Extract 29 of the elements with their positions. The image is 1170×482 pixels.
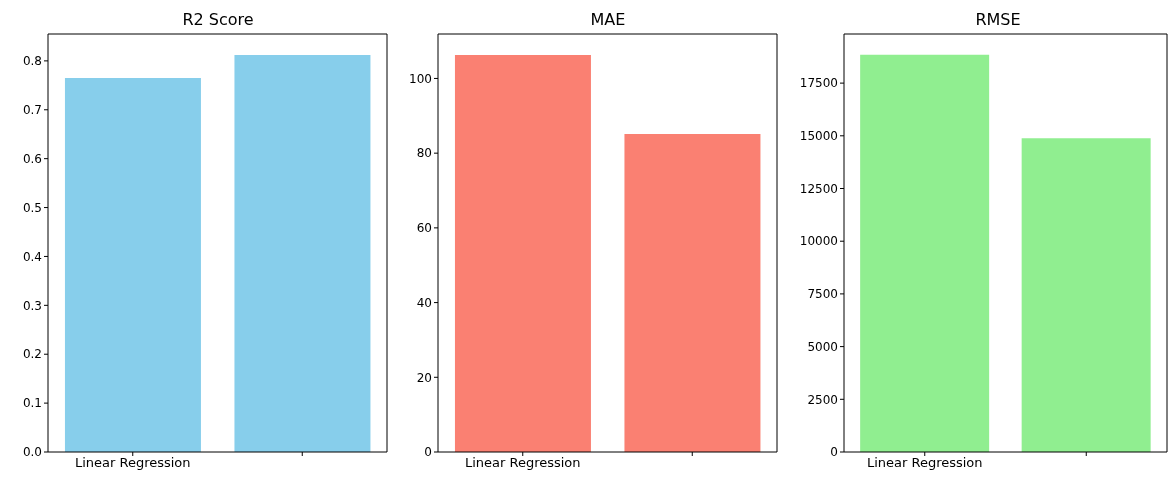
chart-title: MAE [589,10,627,29]
y-tick-label: 0.3 [22,298,42,313]
y-tick-label: 0.1 [22,396,42,411]
y-tick-label: 10000 [799,234,838,249]
y-tick-label: 0.4 [22,249,42,264]
y-tick-label: 20 [416,370,432,385]
y-tick-label: 0.7 [22,103,42,118]
y-tick-label: 0.6 [22,151,42,166]
y-tick-label: 12500 [799,181,838,196]
x-tick-label: Linear Regression [866,455,983,471]
y-tick-label: 17500 [799,76,838,91]
y-tick-label: 0 [424,445,432,460]
y-tick-label: 0.0 [22,445,42,460]
y-tick-label: 0.2 [22,347,42,362]
chart-title: R2 Score [181,10,255,29]
y-tick-label: 60 [416,221,432,236]
x-tick-label: Linear Regression [464,455,581,471]
y-tick-label: 15000 [799,129,838,144]
y-tick-label: 100 [409,71,432,86]
y-tick-label: 80 [416,146,432,161]
x-tick-label: Linear Regression [74,455,191,471]
y-tick-label: 7500 [807,287,838,302]
y-tick-label: 0 [830,445,838,460]
y-tick-label: 40 [416,295,432,310]
y-tick-label: 0.5 [22,200,42,215]
y-tick-label: 0.8 [22,54,42,69]
chart-title: RMSE [974,10,1022,29]
y-tick-label: 5000 [807,339,838,354]
y-tick-label: 2500 [807,392,838,407]
